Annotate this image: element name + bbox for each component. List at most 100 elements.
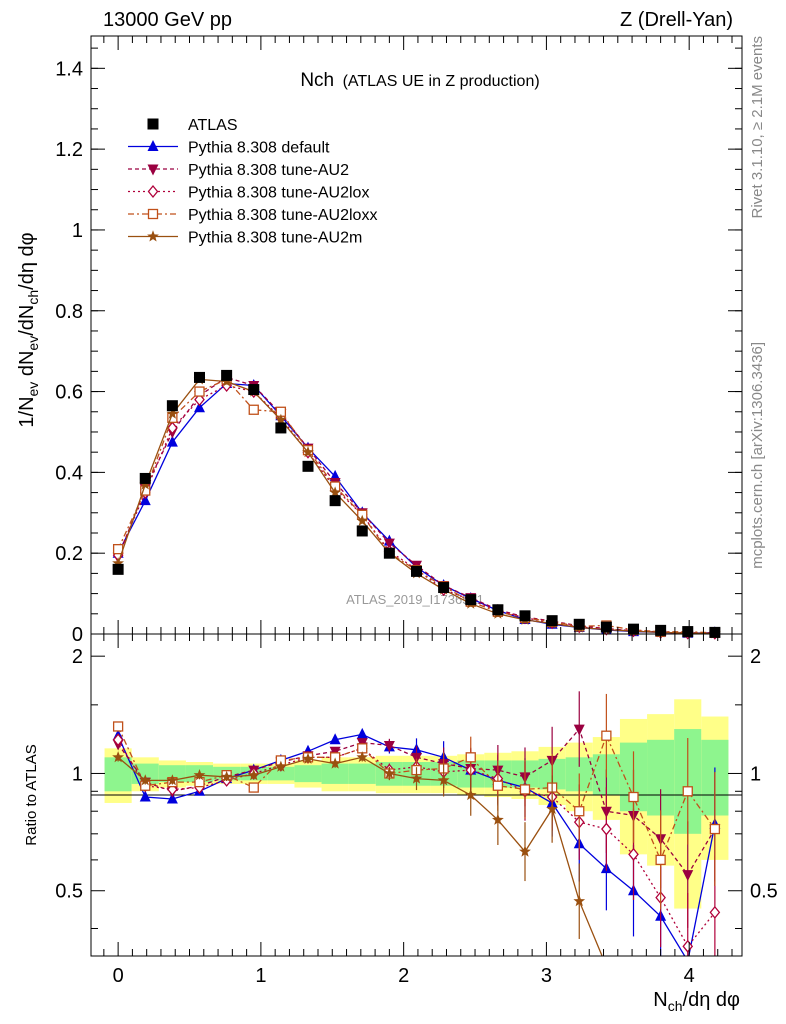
ratio-data-point <box>112 733 124 747</box>
ylabel-sub: ev <box>25 336 41 351</box>
ratio-y-tick-label-right: 1 <box>750 763 761 785</box>
data-point <box>248 384 260 396</box>
ratio-series-4 <box>112 751 603 956</box>
ratio-data-point <box>628 847 639 861</box>
main-y-tick-label: 0 <box>72 624 83 646</box>
data-point <box>139 494 151 506</box>
ratio-y-axis: 0.5 0.5 1 1 2 2 <box>55 646 778 930</box>
band-inner <box>267 766 295 781</box>
data-point <box>356 525 368 537</box>
ratio-data-point <box>573 895 586 907</box>
mcplots-label: mcplots.cern.ch [arXiv:1306.3436] <box>749 342 766 569</box>
ratio-data-point <box>248 782 259 793</box>
ratio-data-point <box>383 767 396 779</box>
ratio-panel: 0.5 0.5 1 1 2 2 0 1 2 3 4 Ratio to ATLAS Nch/dη d… <box>23 633 778 1014</box>
x-tick-label: 1 <box>255 965 266 987</box>
x-tick-label: 3 <box>541 965 552 987</box>
band-inner <box>348 763 376 784</box>
xlabel-part: /dη dφ <box>683 989 740 1011</box>
data-point <box>383 547 395 559</box>
ratio-data-point <box>383 740 395 752</box>
main-y-tick-label: 0.6 <box>55 382 83 404</box>
legend-label: Pythia 8.308 tune-AU2 <box>188 162 349 179</box>
main-y-tick-label: 0.4 <box>55 462 83 484</box>
data-point <box>329 486 341 498</box>
ratio-data-point <box>601 730 612 741</box>
ratio-y-tick-label-right: 2 <box>750 646 761 668</box>
main-x-ticks <box>103 36 733 634</box>
data-point <box>248 404 259 415</box>
data-point <box>166 400 178 412</box>
legend-label: Pythia 8.308 tune-AU2m <box>188 230 362 247</box>
header-right: Z (Drell-Yan) <box>620 9 733 31</box>
data-point <box>573 618 585 630</box>
ratio-y-tick-label: 1 <box>72 763 83 785</box>
ratio-data-point <box>682 786 693 797</box>
ratio-data-point <box>275 760 287 772</box>
ratio-y-tick-label-right: 0.5 <box>750 881 778 903</box>
legend-marker <box>147 230 159 242</box>
ratio-series-line <box>117 739 716 948</box>
legend-label: ATLAS <box>188 117 238 134</box>
ratio-data-point <box>329 733 341 745</box>
ratio-data-point <box>519 845 531 857</box>
ratio-data-point <box>112 721 124 732</box>
ratio-data-point <box>709 905 721 919</box>
main-y-label: 1/Nev dNev/dNch/dη dφ <box>16 232 41 427</box>
data-point <box>356 514 369 526</box>
ratio-data-point <box>166 774 179 786</box>
data-point <box>600 621 612 633</box>
data-point <box>329 495 341 507</box>
ratio-x-axis: 0 1 2 3 4 <box>103 634 733 987</box>
legend: ATLAS Pythia 8.308 default Pythia 8.308 tu… <box>128 117 377 247</box>
ratio-data-point <box>682 870 694 882</box>
ratio-data-point <box>492 813 504 825</box>
legend-label: Pythia 8.308 tune-AU2lox <box>188 185 369 202</box>
ratio-y-tick-label: 2 <box>72 646 83 668</box>
data-point <box>465 594 477 606</box>
ratio-data-point <box>655 854 666 866</box>
main-y-tick-label: 0.8 <box>55 301 83 323</box>
main-y-tick-label: 1 <box>72 220 83 242</box>
data-point <box>139 472 151 484</box>
legend-label: Pythia 8.308 default <box>188 140 330 157</box>
ratio-data-point <box>464 788 477 801</box>
ratio-series-group <box>112 691 721 956</box>
data-point <box>519 610 531 622</box>
ratio-data-point <box>519 784 531 795</box>
header-left: 13000 GeV pp <box>103 9 232 31</box>
main-y-axis: 0 0.2 0.4 0.6 0.8 1 1.2 1.4 <box>55 47 742 646</box>
ratio-frame <box>90 633 743 957</box>
ratio-data-point <box>247 769 260 781</box>
ratio-data-point <box>628 791 639 803</box>
data-point <box>194 401 205 413</box>
ylabel-sub: ev <box>25 382 41 397</box>
data-point <box>709 626 721 638</box>
ratio-data-point <box>410 772 423 784</box>
data-point <box>194 393 205 407</box>
title-sub: (ATLAS UE in Z production) <box>343 73 540 90</box>
x-tick-label: 4 <box>684 965 695 987</box>
xlabel-part: N <box>653 989 667 1011</box>
ratio-series-line <box>117 727 716 876</box>
ratio-data-point <box>302 752 314 764</box>
data-point <box>438 582 450 594</box>
data-point <box>166 407 179 419</box>
data-point <box>112 563 124 575</box>
data-point <box>302 460 314 472</box>
band-inner <box>104 757 132 792</box>
data-point <box>628 623 639 635</box>
ratio-y-tick-label: 0.5 <box>55 881 83 903</box>
data-point <box>383 538 395 550</box>
ylabel-sub: ch <box>25 290 41 305</box>
legend-marker <box>147 208 159 220</box>
xlabel-sub: ch <box>668 998 683 1014</box>
main-y-tick-label: 0.2 <box>55 543 83 565</box>
x-tick-label: 2 <box>398 965 409 987</box>
ratio-data-point <box>546 802 558 815</box>
data-point <box>221 369 233 381</box>
title-main: Nch <box>300 70 334 91</box>
ylabel-part: 1/N <box>16 396 38 427</box>
ratio-data-point <box>573 724 585 736</box>
